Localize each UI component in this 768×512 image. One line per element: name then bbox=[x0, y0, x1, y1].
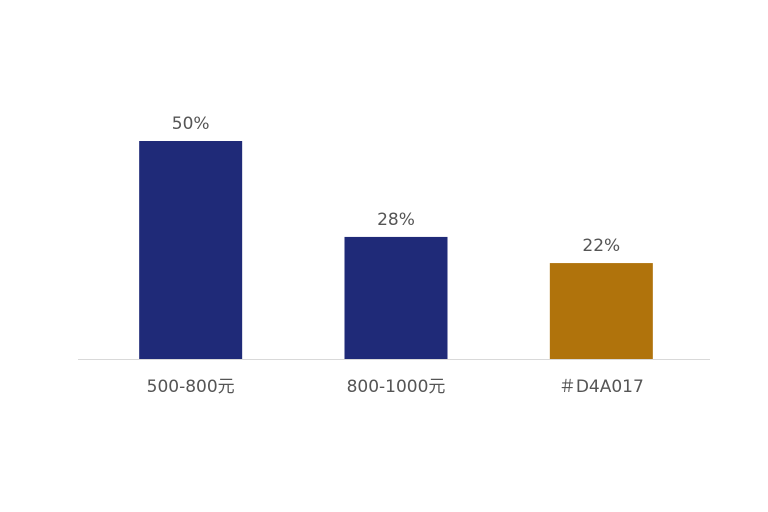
bar bbox=[549, 263, 653, 359]
x-tick-label: ＃D4A017 bbox=[559, 377, 644, 397]
value-label: 28% bbox=[377, 210, 415, 230]
bar bbox=[344, 236, 448, 359]
x-tick-label: 500-800元 bbox=[147, 377, 235, 397]
value-label: 50% bbox=[172, 114, 210, 134]
value-label: 22% bbox=[582, 236, 620, 256]
x-tick-label: 800-1000元 bbox=[347, 377, 446, 397]
bar bbox=[139, 141, 243, 359]
